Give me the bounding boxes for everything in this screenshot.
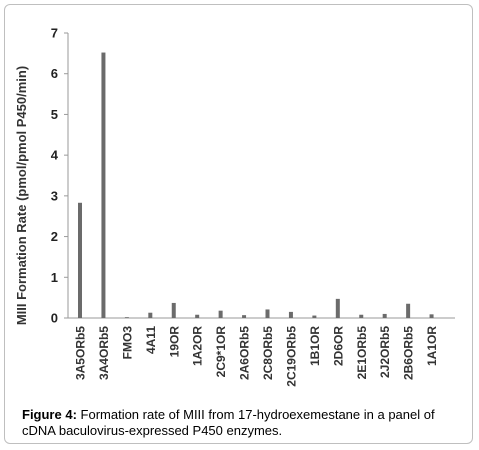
bar-2j2orb5 [382,313,387,318]
bar-2c8orb5 [265,309,270,318]
bar-1b1or [312,315,317,318]
bar-chart: 0 1 2 3 4 5 6 7 3A5ORb5 3A4ORb5 FMO3 4A11 19OR 1A2OR… [14,26,455,387]
category-label: FMO3 [120,326,134,360]
y-tick-label: 4 [51,148,59,163]
category-label: 2B6ORb5 [402,326,416,380]
category-label: 1B1OR [308,326,322,366]
category-label: 4A11 [144,326,158,354]
bar-1a1or [429,314,434,318]
bar-2c91or [218,310,223,318]
category-label: 2A6ORb5 [238,326,252,380]
bar-3a5orb5 [78,202,82,318]
figure-frame [4,4,473,444]
bars [78,52,434,319]
category-label: 2D6OR [331,326,345,366]
y-ticks: 0 1 2 3 4 5 6 7 [51,26,68,326]
y-tick-label: 7 [51,26,58,41]
bar-2d6or [335,298,340,318]
category-labels: 3A5ORb5 3A4ORb5 FMO3 4A11 19OR 1A2OR 2C9*1OR 2A… [74,326,440,387]
bar-2b6orb5 [406,303,411,318]
bar-2a6orb5 [242,315,247,318]
category-label: 2C19ORb5 [284,326,298,387]
category-label: 3A4ORb5 [97,326,111,380]
bar-4a11 [148,312,153,318]
category-label: 2C9*1OR [214,326,228,378]
bar-2e1orb5 [359,314,364,318]
y-tick-label: 5 [51,107,58,122]
category-label: 3A5ORb5 [74,326,88,380]
y-tick-label: 1 [51,270,58,285]
bar-19or [171,302,176,318]
category-label: 2C8ORb5 [261,326,275,380]
y-axis-title: MIII Formation Rate (pmol/pmol P450/min) [14,66,29,325]
y-tick-label: 6 [51,66,58,81]
y-tick-label: 3 [51,188,58,203]
y-tick-label: 0 [51,311,58,326]
caption-text: Formation rate of MIII from 17-hydroexem… [22,407,435,438]
category-label: 1A1OR [425,326,439,366]
y-tick-label: 2 [51,229,58,244]
category-label: 2J2ORb5 [378,326,392,378]
category-label: 19OR [167,326,181,358]
bar-3a4orb5 [101,52,106,319]
category-label: 2E1ORb5 [355,326,369,380]
bar-fmo3 [124,317,129,318]
caption-label: Figure 4: [22,407,77,422]
bar-2c19orb5 [288,311,293,318]
category-label: 1A2OR [191,326,205,366]
bar-1a2or [195,314,200,318]
figure-caption: Figure 4: Formation rate of MIII from 17… [22,407,467,439]
